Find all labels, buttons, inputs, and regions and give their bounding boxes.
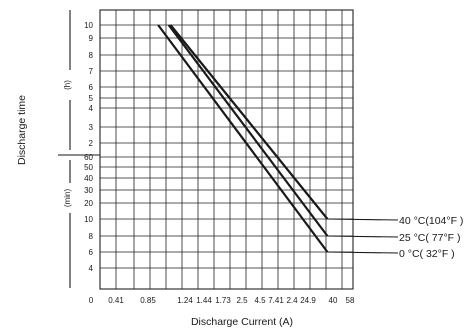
x-tick-label: 2.4 — [286, 296, 298, 305]
x-tick-label: 1.73 — [215, 296, 231, 305]
y-tick-label: 2 — [89, 139, 94, 148]
x-axis-title: Discharge Current (A) — [191, 316, 293, 328]
y-tick-label: 60 — [84, 153, 93, 162]
x-tick-label: 58 — [346, 296, 355, 305]
series-leader-line — [327, 251, 399, 254]
y-axis-title: Discharge time — [16, 95, 28, 165]
series-labels: 40 °C(104°F ) 25 °C( 77°F ) 0 °C( 32°F ) — [327, 215, 463, 260]
y-tick-label: 9 — [89, 34, 94, 43]
x-tick-label: 0.41 — [108, 296, 124, 305]
y-tick-label: 7 — [89, 67, 94, 76]
series-label: 40 °C(104°F ) — [399, 215, 463, 227]
x-tick-label: 0.85 — [140, 296, 156, 305]
series-line — [167, 24, 329, 237]
x-tick-label: 1.44 — [196, 296, 212, 305]
y-tick-label: 4 — [89, 264, 94, 273]
y-tick-label: 5 — [89, 94, 94, 103]
x-tick-labels: 0 0.41 0.85 1.24 1.44 1.73 2.5 4.5 7.41 2.4 24.9 40… — [89, 296, 355, 305]
y-tick-label: 4 — [89, 104, 94, 113]
x-tick-label: 4.5 — [254, 296, 266, 305]
y-tick-label: 10 — [84, 21, 93, 30]
series-leader-line — [327, 235, 399, 238]
y-tick-label: 20 — [84, 199, 93, 208]
y-tick-label: 30 — [84, 186, 93, 195]
series-line — [157, 24, 329, 253]
series-label: 25 °C( 77°F ) — [399, 232, 461, 244]
y-tick-label: 10 — [84, 215, 93, 224]
x-tick-label: 40 — [329, 296, 338, 305]
y-tick-label: 8 — [89, 51, 94, 60]
x-tick-label: 0 — [89, 296, 94, 305]
series-leader-line — [327, 218, 399, 221]
x-tick-label: 2.5 — [236, 296, 248, 305]
y-axis-decoration — [58, 10, 100, 288]
series-label: 0 °C( 32°F ) — [399, 248, 455, 260]
y-tick-label: 40 — [84, 174, 93, 183]
y-unit-hours: (h) — [63, 80, 72, 90]
x-tick-label: 1.24 — [177, 296, 193, 305]
series-lines — [157, 24, 329, 253]
y-tick-label: 3 — [89, 123, 94, 132]
x-tick-label: 7.41 — [268, 296, 284, 305]
y-tick-label: 50 — [84, 163, 93, 172]
x-tick-label: 24.9 — [300, 296, 316, 305]
series-line — [169, 24, 329, 220]
y-tick-label: 6 — [89, 248, 94, 257]
y-unit-minutes: (min) — [63, 189, 72, 208]
plot-frame — [99, 9, 354, 290]
y-tick-label: 6 — [89, 83, 94, 92]
chart-grid — [100, 10, 353, 289]
y-tick-label: 8 — [89, 232, 94, 241]
